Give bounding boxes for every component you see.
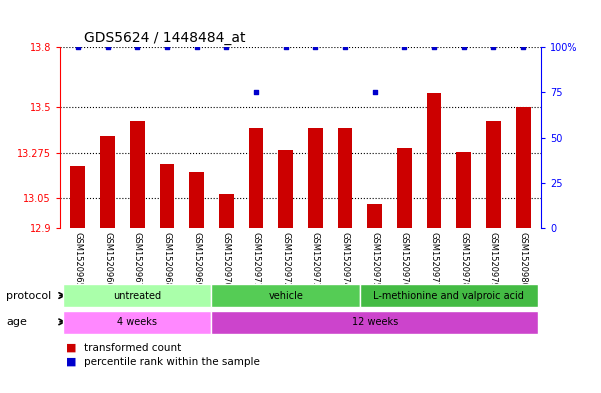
Bar bbox=[456, 152, 471, 228]
Text: GSM1520974: GSM1520974 bbox=[341, 232, 350, 288]
Text: percentile rank within the sample: percentile rank within the sample bbox=[84, 356, 260, 367]
Point bbox=[400, 44, 409, 50]
Point bbox=[162, 44, 172, 50]
Text: GSM1520967: GSM1520967 bbox=[133, 232, 142, 288]
Bar bbox=[367, 204, 382, 228]
Text: 4 weeks: 4 weeks bbox=[117, 317, 157, 327]
Point bbox=[222, 44, 231, 50]
Bar bbox=[486, 121, 501, 228]
Text: GSM1520973: GSM1520973 bbox=[311, 232, 320, 288]
Point bbox=[251, 89, 261, 95]
FancyBboxPatch shape bbox=[63, 310, 212, 334]
Text: untreated: untreated bbox=[113, 291, 161, 301]
Text: GSM1520970: GSM1520970 bbox=[222, 232, 231, 288]
Text: GSM1520968: GSM1520968 bbox=[162, 232, 171, 288]
Text: L-methionine and valproic acid: L-methionine and valproic acid bbox=[373, 291, 524, 301]
Bar bbox=[338, 127, 352, 228]
FancyBboxPatch shape bbox=[360, 284, 538, 307]
Text: vehicle: vehicle bbox=[268, 291, 303, 301]
Bar bbox=[308, 127, 323, 228]
Text: 12 weeks: 12 weeks bbox=[352, 317, 398, 327]
Point bbox=[340, 44, 350, 50]
Text: GSM1520965: GSM1520965 bbox=[73, 232, 82, 288]
Point bbox=[370, 89, 379, 95]
Text: GSM1520977: GSM1520977 bbox=[430, 232, 439, 288]
Bar bbox=[70, 166, 85, 228]
Point bbox=[73, 44, 83, 50]
Bar bbox=[397, 148, 412, 228]
Text: GSM1520969: GSM1520969 bbox=[192, 232, 201, 288]
Text: GSM1520966: GSM1520966 bbox=[103, 232, 112, 288]
Text: GSM1520971: GSM1520971 bbox=[251, 232, 260, 288]
Text: GSM1520978: GSM1520978 bbox=[459, 232, 468, 288]
Text: ■: ■ bbox=[66, 356, 76, 367]
Bar bbox=[427, 94, 442, 228]
Point bbox=[429, 44, 439, 50]
Bar bbox=[159, 163, 174, 228]
Bar bbox=[189, 172, 204, 228]
Bar bbox=[100, 136, 115, 228]
Text: protocol: protocol bbox=[6, 291, 51, 301]
Point bbox=[132, 44, 142, 50]
Text: GSM1520972: GSM1520972 bbox=[281, 232, 290, 288]
Point bbox=[103, 44, 112, 50]
Text: GSM1520976: GSM1520976 bbox=[400, 232, 409, 288]
Point bbox=[518, 44, 528, 50]
FancyBboxPatch shape bbox=[63, 284, 212, 307]
Bar bbox=[249, 127, 263, 228]
Text: GDS5624 / 1448484_at: GDS5624 / 1448484_at bbox=[84, 31, 246, 45]
Bar bbox=[219, 194, 234, 228]
Text: GSM1520975: GSM1520975 bbox=[370, 232, 379, 288]
Bar bbox=[130, 121, 145, 228]
Point bbox=[459, 44, 469, 50]
Point bbox=[281, 44, 290, 50]
FancyBboxPatch shape bbox=[212, 310, 538, 334]
Text: GSM1520979: GSM1520979 bbox=[489, 232, 498, 288]
Bar bbox=[516, 107, 531, 228]
Point bbox=[192, 44, 201, 50]
Bar bbox=[278, 150, 293, 228]
Point bbox=[489, 44, 498, 50]
Text: age: age bbox=[6, 317, 27, 327]
Text: ■: ■ bbox=[66, 343, 76, 353]
Text: transformed count: transformed count bbox=[84, 343, 182, 353]
FancyBboxPatch shape bbox=[212, 284, 360, 307]
Text: GSM1520980: GSM1520980 bbox=[519, 232, 528, 288]
Point bbox=[311, 44, 320, 50]
